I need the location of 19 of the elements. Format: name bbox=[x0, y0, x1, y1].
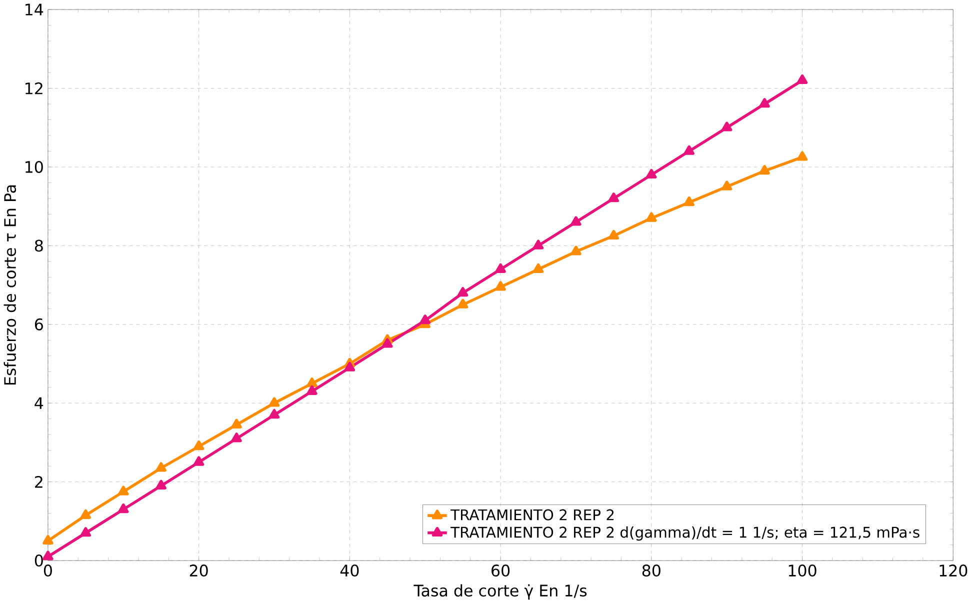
y-tick-label: 6 bbox=[34, 318, 43, 330]
y-axis-title: Esfuerzo de corte τ En Pa bbox=[4, 185, 16, 384]
x-axis-title: Tasa de corte γ̇ En 1/s bbox=[414, 584, 587, 600]
x-tick-label: 100 bbox=[788, 564, 816, 576]
y-tick-label: 2 bbox=[35, 476, 42, 488]
x-tick-label: 20 bbox=[190, 564, 208, 576]
y-tick-label: 12 bbox=[26, 82, 42, 94]
legend-label: TRATAMIENTO 2 REP 2 bbox=[450, 509, 614, 520]
legend-label: TRATAMIENTO 2 REP 2 d(gamma)/dt = 1 1/s; eta = 121,5 mPa·s bbox=[450, 526, 920, 540]
y-tick-label: 10 bbox=[26, 160, 43, 173]
y-tick-label: 0 bbox=[34, 554, 43, 566]
y-tick-label: 4 bbox=[34, 397, 44, 409]
x-tick-label: 0 bbox=[44, 564, 52, 576]
y-tick-label: 14 bbox=[26, 4, 44, 16]
x-tick-label: 60 bbox=[492, 564, 510, 576]
x-tick-label: 120 bbox=[940, 564, 968, 576]
y-tick-label: 8 bbox=[34, 239, 43, 252]
x-tick-label: 40 bbox=[340, 564, 359, 576]
x-tick-label: 80 bbox=[642, 564, 660, 576]
